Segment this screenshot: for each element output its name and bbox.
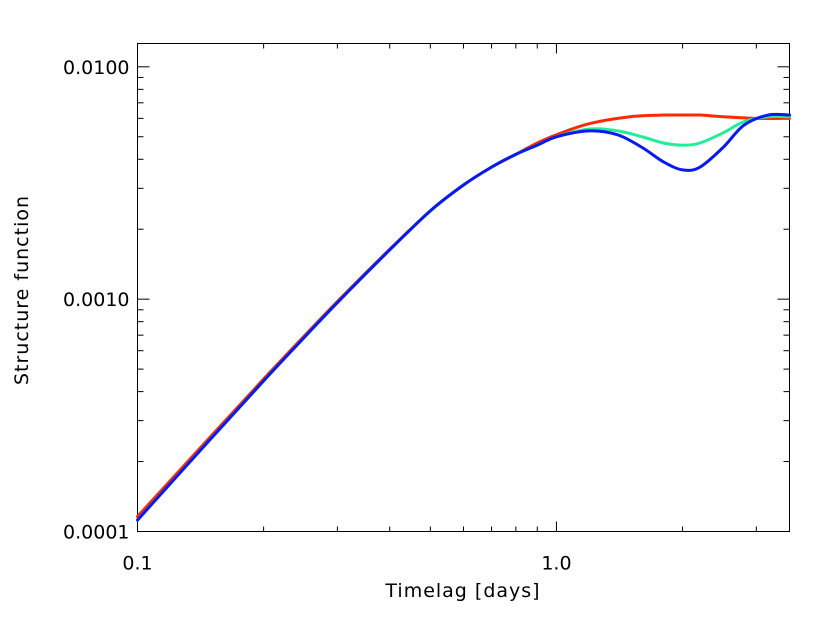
y-tick-label: 0.0100 [63,57,129,79]
series-line-1 [136,113,791,519]
series-line-2 [136,114,791,522]
x-tick-label: 0.1 [122,553,152,575]
x-tick-label: 1.0 [541,553,571,575]
axis-tick-labels: 0.1 1.0 0.0001 0.0010 0.0100 [63,57,572,575]
y-tick-label: 0.0010 [63,289,129,311]
x-axis-label: Timelag [days] [384,580,540,602]
plot-frame [137,43,790,532]
series-lines [136,112,791,522]
y-tick-label: 0.0001 [63,522,129,544]
series-line-3 [136,112,791,522]
axis-ticks [137,43,790,532]
y-axis-label: Structure function [11,195,33,385]
